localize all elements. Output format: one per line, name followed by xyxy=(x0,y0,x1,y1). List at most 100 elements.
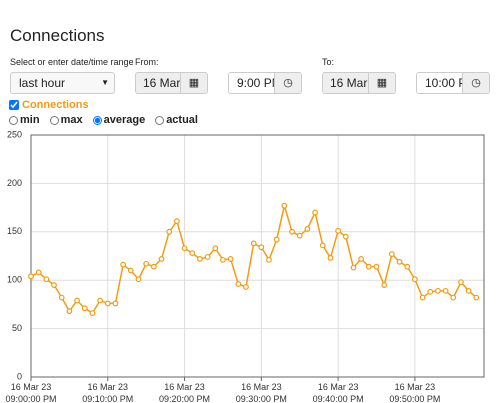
data-point xyxy=(112,300,119,307)
y-tick-label: 50 xyxy=(12,323,22,333)
mode-label: average xyxy=(103,114,146,126)
y-tick-label: 200 xyxy=(7,178,22,188)
data-point xyxy=(435,287,441,294)
x-tick-label: 16 Mar 23 09:50:00 PM xyxy=(389,382,441,403)
data-point xyxy=(28,273,34,280)
data-point xyxy=(150,263,157,270)
data-point xyxy=(243,284,249,290)
data-point xyxy=(373,263,380,270)
data-point xyxy=(358,256,365,262)
x-tick-label: 16 Mar 23 09:40:00 PM xyxy=(312,382,364,403)
series-line xyxy=(30,202,477,315)
mode-option[interactable]: average xyxy=(92,114,146,126)
range-label: Select or enter date/time range xyxy=(10,57,134,67)
range-value: last hour xyxy=(19,76,66,90)
data-point xyxy=(51,282,57,288)
mode-label: max xyxy=(60,114,83,126)
data-point xyxy=(158,256,165,262)
to-date[interactable]: 16 Mar 23 ▦ xyxy=(322,72,396,94)
to-label: To: xyxy=(322,57,335,67)
data-point xyxy=(289,228,295,235)
data-point xyxy=(381,282,388,288)
data-point xyxy=(127,267,134,274)
data-point xyxy=(419,294,426,301)
data-point xyxy=(450,294,457,301)
data-point xyxy=(411,276,418,283)
data-point xyxy=(143,260,150,267)
data-point xyxy=(312,209,318,216)
data-point xyxy=(235,281,242,287)
data-point xyxy=(104,300,111,307)
y-tick-label: 250 xyxy=(7,129,22,139)
data-point xyxy=(43,276,50,283)
to-time[interactable]: 10:00 PM ◷ xyxy=(416,72,490,94)
legend-entry: Connections xyxy=(22,99,89,111)
data-point xyxy=(319,242,326,249)
data-point xyxy=(342,233,349,240)
x-tick-label: 16 Mar 23 09:20:00 PM xyxy=(159,382,211,403)
from-time[interactable]: 9:00 PM ◷ xyxy=(228,72,302,94)
y-tick-label: 100 xyxy=(7,275,22,285)
x-tick-label: 16 Mar 23 09:10:00 PM xyxy=(82,382,134,403)
clock-button[interactable]: ◷ xyxy=(462,73,489,93)
from-date[interactable]: 16 Mar 23 ▦ xyxy=(135,72,208,94)
range-select[interactable]: last hour ▼ xyxy=(10,72,115,94)
mode-label: min xyxy=(20,114,40,126)
mode-radio[interactable] xyxy=(49,115,59,125)
data-point xyxy=(120,261,127,268)
data-point xyxy=(227,256,234,262)
data-point xyxy=(74,297,80,304)
calendar-button[interactable]: ▦ xyxy=(180,73,207,93)
data-point xyxy=(427,288,434,295)
data-point xyxy=(458,279,464,286)
data-point xyxy=(266,256,272,263)
data-point xyxy=(273,236,280,243)
data-point xyxy=(81,305,88,312)
data-point xyxy=(89,310,96,317)
data-point xyxy=(166,228,173,235)
mode-option[interactable]: max xyxy=(49,114,83,126)
data-point xyxy=(189,250,196,256)
series-toggle[interactable]: Connections xyxy=(9,99,89,111)
clock-button[interactable]: ◷ xyxy=(274,73,301,93)
data-point xyxy=(304,225,311,232)
data-point xyxy=(35,269,42,276)
data-point xyxy=(335,227,342,234)
data-point xyxy=(350,264,357,271)
mode-radio[interactable] xyxy=(9,115,18,125)
data-point xyxy=(473,294,480,301)
data-point xyxy=(135,276,142,283)
data-point xyxy=(220,256,226,263)
data-point xyxy=(365,263,372,270)
data-point xyxy=(197,256,203,262)
plot-frame xyxy=(30,134,485,378)
from-label: From: xyxy=(135,57,159,67)
data-point xyxy=(250,240,257,247)
data-point xyxy=(327,255,334,261)
data-point xyxy=(173,218,180,225)
data-point xyxy=(97,297,104,304)
x-tick-label: 16 Mar 23 09:00:00 PM xyxy=(5,382,57,403)
data-point xyxy=(396,258,403,265)
data-point xyxy=(388,251,395,257)
mode-option[interactable]: min xyxy=(9,114,40,126)
page-title: Connections xyxy=(10,26,105,45)
chart: 0 50 100 150 200 250 xyxy=(7,129,485,381)
mode-radio[interactable] xyxy=(92,115,102,125)
calendar-button[interactable]: ▦ xyxy=(368,73,395,93)
data-point xyxy=(281,202,288,209)
data-point xyxy=(58,294,65,301)
data-point xyxy=(204,254,211,260)
mode-label: actual xyxy=(166,114,198,126)
data-point xyxy=(442,287,449,294)
y-tick-label: 0 xyxy=(17,371,22,381)
data-point xyxy=(258,244,265,251)
mode-radio[interactable] xyxy=(155,115,165,125)
data-point xyxy=(66,308,73,315)
mode-option[interactable]: actual xyxy=(155,114,198,126)
x-tick-label: 16 Mar 23 09:30:00 PM xyxy=(235,382,287,403)
data-point xyxy=(465,287,472,294)
series-checkbox[interactable] xyxy=(9,100,19,110)
data-point xyxy=(212,245,219,252)
